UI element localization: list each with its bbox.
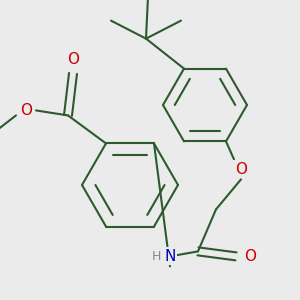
Text: O: O	[235, 162, 247, 177]
Text: O: O	[67, 52, 79, 67]
Text: O: O	[20, 103, 32, 118]
Text: O: O	[244, 249, 256, 264]
Text: H: H	[151, 250, 161, 263]
Text: N: N	[164, 249, 176, 264]
